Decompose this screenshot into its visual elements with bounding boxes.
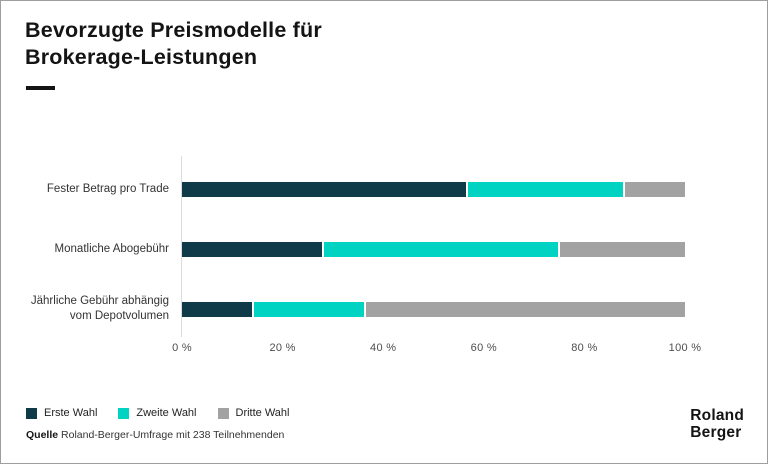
bar-segment-dritte-wahl [365,301,685,317]
bar-segment-erste-wahl [182,301,252,317]
chart-legend: Erste Wahl Zweite Wahl Dritte Wahl [26,407,290,419]
legend-label: Dritte Wahl [235,407,290,419]
bar-segment-erste-wahl [182,181,467,197]
x-tick-100: 100 % [668,342,702,354]
chart-row-monatliche-abogeb-hr: Monatliche Abogebühr [1,219,767,279]
bar-segment-zweite-wahl [253,301,364,317]
x-tick-40: 40 % [370,342,397,354]
bar-segment-zweite-wahl [468,181,624,197]
title-dash [26,86,55,90]
roland-berger-logo: Roland Berger [690,407,744,441]
page-title-line2: Brokerage-Leistungen [25,45,258,69]
bar-segment-dritte-wahl [625,181,685,197]
legend-item-dritte-wahl: Dritte Wahl [217,407,290,419]
bar-track [182,181,685,197]
legend-swatch-erste-wahl [26,407,37,419]
legend-label: Erste Wahl [44,407,98,419]
x-axis-ticks: 0 % 20 % 40 % 60 % 80 % 100 % [172,342,701,356]
legend-item-zweite-wahl: Zweite Wahl [118,407,197,419]
bar-segment-erste-wahl [182,241,322,257]
x-tick-20: 20 % [269,342,296,354]
source-note: Quelle Roland-Berger-Umfrage mit 238 Tei… [26,429,284,441]
page-title: Bevorzugte Preismodelle für Brokerage-Lei… [25,17,322,71]
chart-row-fester-betrag-pro-trade: Fester Betrag pro Trade [1,159,767,219]
legend-swatch-zweite-wahl [118,407,130,419]
bar-segment-zweite-wahl [323,241,559,257]
logo-line1: Roland [690,407,744,424]
legend-item-erste-wahl: Erste Wahl [26,407,97,419]
bar-track [182,241,685,257]
x-tick-80: 80 % [571,342,598,354]
bar-track [182,301,685,317]
source-text: Roland-Berger-Umfrage mit 238 Teilnehmen… [61,429,285,441]
chart-row-j-hrliche-geb-hr-abh-ngig: Jährliche Gebühr abhängig vom Depotvolume… [1,279,767,339]
y-axis-line [181,156,182,337]
x-tick-0: 0 % [172,342,192,354]
category-label: Fester Betrag pro Trade [46,182,169,195]
category-label: Jährliche Gebühr abhängig vom Depotvolume… [30,295,169,322]
bar-segment-dritte-wahl [560,241,685,257]
x-tick-60: 60 % [470,342,497,354]
source-label: Quelle [26,429,59,441]
legend-label: Zweite Wahl [136,407,197,419]
chart-rows: Fester Betrag pro Trade Monatliche Abogeb… [1,159,767,339]
logo-line2: Berger [690,423,742,441]
category-label: Monatliche Abogebühr [54,242,169,255]
legend-swatch-dritte-wahl [217,407,229,419]
page-title-line1: Bevorzugte Preismodelle für [25,18,322,42]
